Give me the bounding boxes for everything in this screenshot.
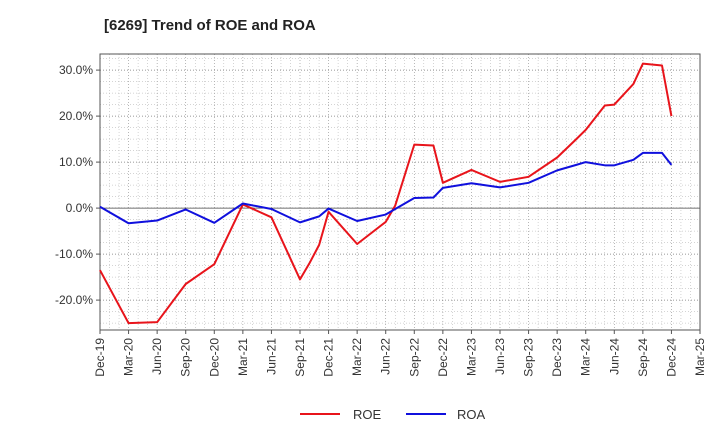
x-tick-label: Sep-23 bbox=[522, 338, 536, 377]
x-tick-label: Mar-25 bbox=[693, 338, 707, 376]
x-tick-label: Mar-20 bbox=[122, 338, 136, 376]
x-axis-ticks: Dec-19 Mar-20 Jun-20 Sep-20 Dec-20 Mar-21 Jun-… bbox=[93, 330, 707, 377]
plot-frame bbox=[99, 53, 701, 331]
y-tick-label: -10.0% bbox=[55, 247, 93, 261]
x-tick-label: Mar-21 bbox=[236, 338, 250, 376]
x-tick-label: Dec-21 bbox=[322, 338, 336, 377]
grid-lines bbox=[99, 54, 701, 330]
x-tick-label: Dec-22 bbox=[436, 338, 450, 377]
legend-roa-label: ROA bbox=[457, 407, 486, 422]
y-axis-ticks: 30.0% 20.0% 10.0% 0.0% -10.0% -20.0% bbox=[55, 63, 100, 307]
legend-roe-label: ROE bbox=[353, 407, 382, 422]
legend: ROE ROA bbox=[300, 407, 486, 422]
x-tick-label: Jun-23 bbox=[493, 338, 507, 375]
x-tick-label: Sep-24 bbox=[636, 338, 650, 377]
y-tick-label: 10.0% bbox=[59, 155, 93, 169]
y-tick-label: 20.0% bbox=[59, 109, 93, 123]
chart-title: [6269] Trend of ROE and ROA bbox=[104, 17, 316, 34]
x-tick-label: Sep-20 bbox=[179, 338, 193, 377]
x-tick-label: Jun-22 bbox=[379, 338, 393, 375]
series-line-roa bbox=[99, 151, 673, 225]
y-tick-label: -20.0% bbox=[55, 293, 93, 307]
x-tick-label: Jun-20 bbox=[150, 338, 164, 375]
x-tick-label: Mar-24 bbox=[579, 338, 593, 376]
x-tick-label: Jun-24 bbox=[607, 338, 621, 375]
x-tick-label: Sep-22 bbox=[407, 338, 421, 377]
x-tick-label: Sep-21 bbox=[293, 338, 307, 377]
x-tick-label: Dec-24 bbox=[664, 338, 678, 377]
y-tick-label: 0.0% bbox=[66, 201, 94, 215]
y-tick-label: 30.0% bbox=[59, 63, 93, 77]
x-tick-label: Jun-21 bbox=[264, 338, 278, 375]
x-tick-label: Dec-20 bbox=[207, 338, 221, 377]
series-lines bbox=[99, 62, 673, 325]
x-tick-label: Mar-23 bbox=[464, 338, 478, 376]
series-line-roe bbox=[99, 62, 673, 325]
x-tick-label: Dec-23 bbox=[550, 338, 564, 377]
x-tick-label: Dec-19 bbox=[93, 338, 107, 377]
x-tick-label: Mar-22 bbox=[350, 338, 364, 376]
